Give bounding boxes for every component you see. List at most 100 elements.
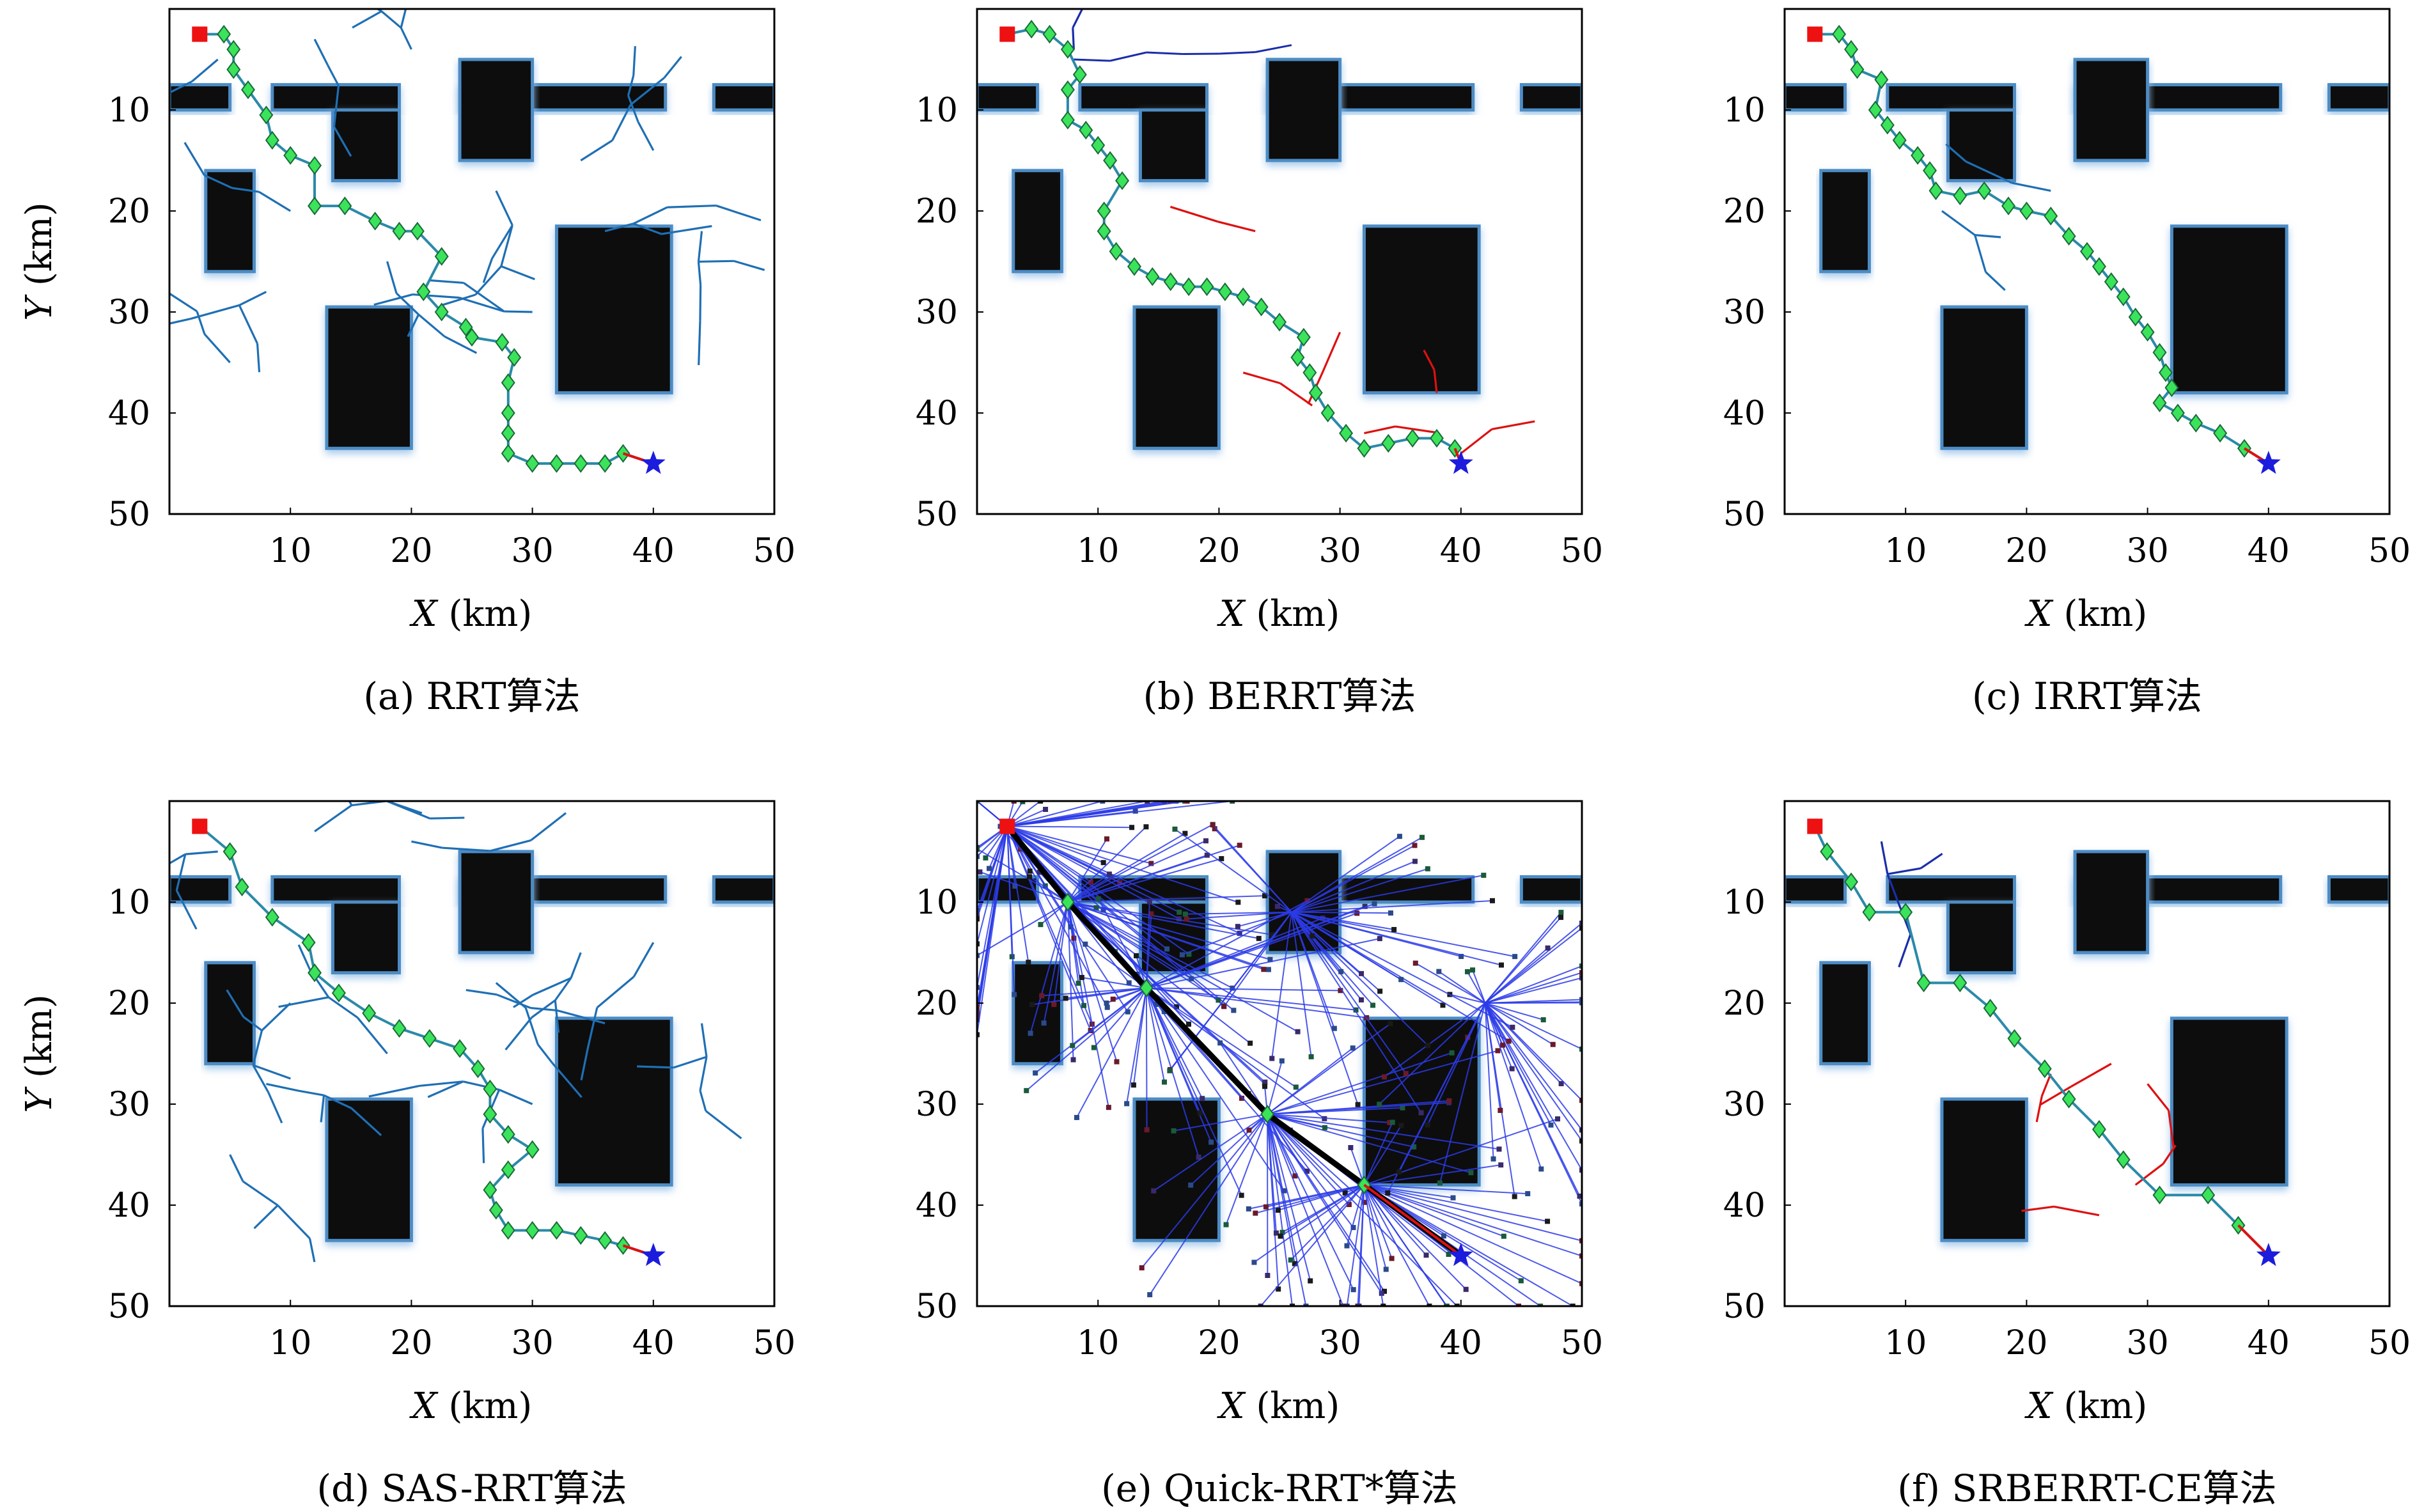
path-node <box>507 348 522 367</box>
path-node <box>1115 171 1130 191</box>
tree-edge <box>530 1006 558 1012</box>
tree-node <box>1344 1243 1350 1249</box>
path-node <box>1953 186 1967 205</box>
tree-node <box>1231 1008 1237 1013</box>
tree-edge <box>699 1090 707 1112</box>
tree-edge <box>1363 1185 1387 1270</box>
x-tick-label: 50 <box>753 532 795 570</box>
obstacle <box>1785 83 1847 112</box>
tree-edge <box>1427 1002 1486 1125</box>
tree-edge <box>1364 1184 1453 1199</box>
tree-node <box>1043 807 1049 813</box>
x-axis-label: X (km) <box>2024 593 2147 635</box>
tree-edge <box>1267 1023 1391 1115</box>
tree-node <box>977 1017 980 1023</box>
tree-edge <box>2040 1073 2052 1097</box>
tree-node <box>1200 1096 1205 1102</box>
plot-frame <box>1783 800 2391 1307</box>
tree-node <box>1518 1278 1524 1284</box>
start-marker <box>999 26 1015 42</box>
tree-node <box>1308 1278 1313 1284</box>
tree-edge <box>1484 917 1561 1004</box>
x-tick-label: 20 <box>1198 1324 1240 1362</box>
tree-node <box>1182 911 1188 917</box>
tree-edge <box>261 1002 292 1031</box>
start-marker <box>192 26 208 42</box>
tree-edge <box>1363 1184 1574 1306</box>
obstacle <box>2073 850 2150 955</box>
y-tick-label: 50 <box>108 495 150 534</box>
path-node <box>1097 221 1111 241</box>
tree-edge <box>1145 988 1148 1130</box>
tree-node <box>1176 916 1182 922</box>
path-node <box>217 24 231 44</box>
tree-node <box>1358 997 1364 1002</box>
path-node <box>574 454 588 473</box>
tree-node <box>977 916 980 922</box>
tree-node <box>1355 1102 1361 1107</box>
tree-edge <box>596 976 635 1009</box>
tree-edge <box>1006 825 1239 903</box>
tree-node <box>1579 1098 1582 1103</box>
tree-edge <box>1145 988 1165 1082</box>
tree-node <box>1295 1029 1301 1034</box>
tree-edge <box>1267 1052 1452 1115</box>
tree-edge <box>1146 912 1357 989</box>
tree-node <box>1265 1272 1271 1278</box>
path-node <box>465 327 479 347</box>
tree-node <box>1288 1257 1294 1263</box>
goal-star <box>2256 1243 2281 1266</box>
tree-node <box>1509 1066 1515 1072</box>
tree-node <box>1223 1222 1229 1228</box>
tree-edge <box>1920 853 1943 869</box>
obstacle <box>1012 169 1063 274</box>
path-node <box>1139 978 1154 997</box>
obstacle <box>169 83 232 112</box>
tree-edge <box>1363 1185 1384 1306</box>
x-tick-label: 40 <box>1440 532 1482 570</box>
tree-node <box>1470 967 1476 973</box>
tree-edge <box>1006 826 1029 963</box>
tree-edge <box>1364 1118 1558 1186</box>
tree-edge <box>1026 987 1147 1091</box>
tree-node <box>1095 896 1101 901</box>
x-axis-label: X (km) <box>1217 1385 1340 1427</box>
tree-edge <box>1260 1184 1365 1306</box>
path-node <box>416 282 431 302</box>
x-tick-label: 20 <box>2005 532 2047 570</box>
tree-node <box>1388 1021 1393 1027</box>
path-node <box>223 842 237 861</box>
path-node <box>501 1160 515 1180</box>
tree-edge <box>442 846 490 852</box>
tree-node <box>1464 969 1470 974</box>
obstacle <box>204 169 256 274</box>
path-node <box>2061 226 2076 246</box>
tree-edge <box>175 853 187 891</box>
tree-edge <box>1485 965 1582 1004</box>
path-node <box>1844 872 1859 892</box>
tree-edge <box>1346 1185 1365 1246</box>
path-node <box>483 1180 497 1199</box>
tree-node <box>1579 1253 1582 1259</box>
tree-node <box>1269 931 1275 937</box>
tree-edge <box>1485 1001 1582 1004</box>
tree-edge <box>1267 1114 1354 1228</box>
path-node <box>1079 120 1093 140</box>
tree-edge <box>1007 801 1148 827</box>
tree-edge <box>320 1095 325 1123</box>
y-tick-label: 40 <box>1723 1187 1765 1225</box>
tree-edge <box>191 58 219 82</box>
x-axis-label: X (km) <box>409 1385 532 1427</box>
tree-edge <box>1006 825 1168 950</box>
exploration-tree <box>1072 9 1535 455</box>
obstacle <box>458 58 535 162</box>
path-node <box>1868 100 1882 120</box>
plot-frame <box>976 800 1583 1307</box>
tree-node <box>1219 856 1224 862</box>
tree-node <box>1184 801 1190 804</box>
tree-node <box>1269 1056 1275 1061</box>
tree-node <box>1419 834 1425 840</box>
tree-node <box>1512 1194 1517 1199</box>
exploration-tree <box>977 801 1582 1306</box>
tree-edge <box>661 225 712 235</box>
